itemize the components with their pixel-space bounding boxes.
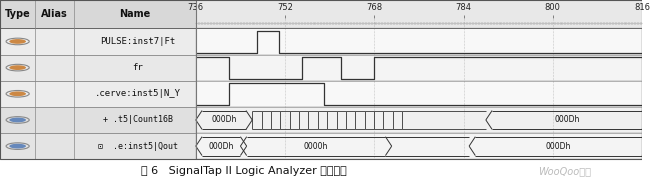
Text: 图 6   SignalTap II Logic Analyzer 采集波形: 图 6 SignalTap II Logic Analyzer 采集波形 xyxy=(141,166,347,176)
Text: Alias: Alias xyxy=(41,9,68,19)
FancyBboxPatch shape xyxy=(0,133,196,159)
Text: + .t5|Count16B: + .t5|Count16B xyxy=(103,115,173,124)
Circle shape xyxy=(9,92,26,96)
Text: 768: 768 xyxy=(366,3,382,12)
Circle shape xyxy=(9,144,26,149)
FancyBboxPatch shape xyxy=(196,28,642,55)
Text: PULSE:inst7|Ft: PULSE:inst7|Ft xyxy=(100,37,176,46)
FancyBboxPatch shape xyxy=(196,0,642,28)
Text: .cerve:inst5|N_Y: .cerve:inst5|N_Y xyxy=(95,89,181,98)
Text: 000Dh: 000Dh xyxy=(209,142,234,151)
FancyBboxPatch shape xyxy=(196,81,642,107)
Text: 000Dh: 000Dh xyxy=(546,142,571,151)
FancyBboxPatch shape xyxy=(0,28,196,55)
Circle shape xyxy=(9,117,26,122)
Text: 000Dh: 000Dh xyxy=(211,115,237,124)
Text: 000Dh: 000Dh xyxy=(554,115,580,124)
FancyBboxPatch shape xyxy=(196,107,642,133)
FancyBboxPatch shape xyxy=(0,107,196,133)
Text: Name: Name xyxy=(119,9,150,19)
FancyBboxPatch shape xyxy=(196,55,642,81)
Circle shape xyxy=(9,39,26,44)
FancyBboxPatch shape xyxy=(0,0,642,159)
FancyBboxPatch shape xyxy=(0,81,196,107)
Text: 0000h: 0000h xyxy=(304,142,328,151)
Text: 816: 816 xyxy=(634,3,650,12)
Text: 784: 784 xyxy=(456,3,471,12)
Text: 736: 736 xyxy=(188,3,204,12)
FancyBboxPatch shape xyxy=(196,133,642,159)
Text: Type: Type xyxy=(5,9,31,19)
Text: WooQoo线库: WooQoo线库 xyxy=(538,166,592,176)
Text: 752: 752 xyxy=(277,3,293,12)
Text: 800: 800 xyxy=(545,3,561,12)
FancyBboxPatch shape xyxy=(0,55,196,81)
Text: ⊡  .e:inst5|Qout: ⊡ .e:inst5|Qout xyxy=(98,142,178,151)
Circle shape xyxy=(9,65,26,70)
Text: fr: fr xyxy=(133,63,144,72)
FancyBboxPatch shape xyxy=(0,0,196,28)
